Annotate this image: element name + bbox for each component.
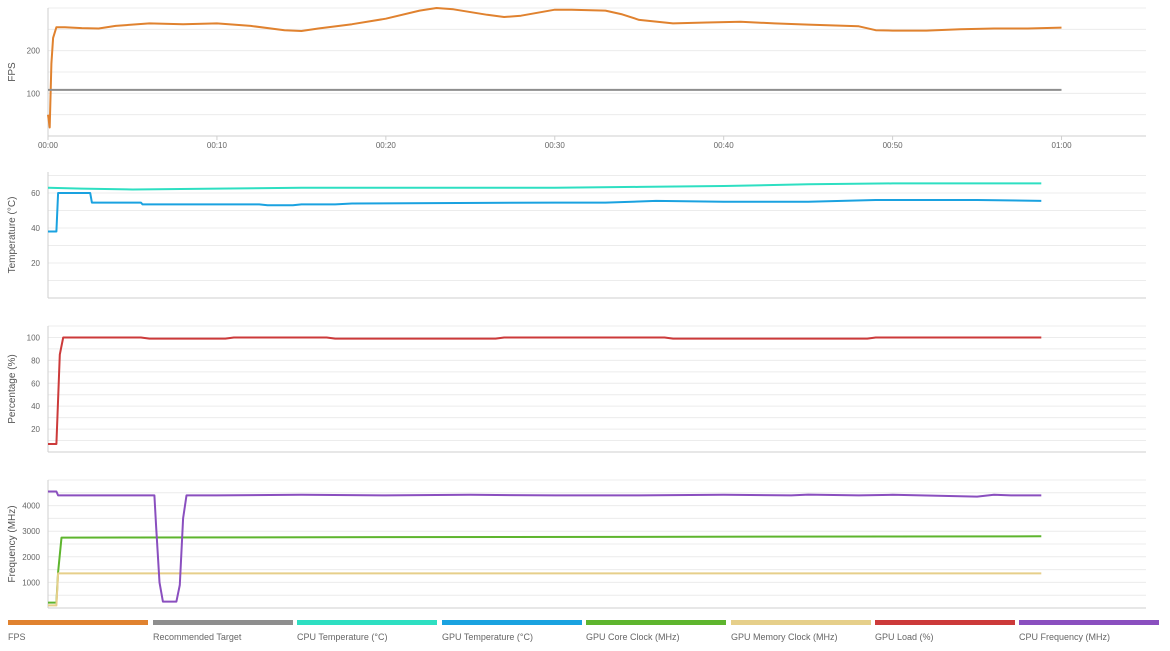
legend-swatch	[586, 620, 726, 625]
legend-swatch	[875, 620, 1015, 625]
charts-area: 100 200 FPS 00:00 00:10 00:20 00:30 00:40 00:50 0…	[7, 7, 1146, 609]
legend-label: GPU Temperature (°C)	[442, 632, 533, 642]
legend-item-gpu-load[interactable]: GPU Load (%)	[875, 620, 1015, 642]
legend-item-cpu-temperature[interactable]: CPU Temperature (°C)	[297, 620, 437, 642]
legend-item-cpu-frequency[interactable]: CPU Frequency (MHz)	[1019, 620, 1159, 642]
x-tick-label: 00:40	[714, 141, 735, 150]
legend-label: GPU Load (%)	[875, 632, 934, 642]
legend-label: GPU Core Clock (MHz)	[586, 632, 680, 642]
y-tick-label: 2000	[22, 553, 40, 562]
legend-swatch	[731, 620, 871, 625]
chart-panel-3: 20 40 60 80 100 Percentage (%)	[7, 325, 1146, 453]
legend-item-gpu-temperature[interactable]: GPU Temperature (°C)	[442, 620, 582, 642]
series-line-gpu-core-clock-mhz	[48, 535, 1042, 604]
x-tick-label: 00:20	[376, 141, 397, 150]
y-tick-label: 100	[27, 89, 41, 98]
y-tick-label: 1000	[22, 578, 40, 587]
chart-panel-4: 1000 2000 3000 4000 Frequency (MHz)	[7, 479, 1146, 609]
legend-item-fps[interactable]: FPS	[8, 620, 148, 642]
x-tick-label: 00:00	[38, 141, 59, 150]
y-tick-label: 40	[31, 402, 40, 411]
legend-swatch	[1019, 620, 1159, 625]
legend-item-recommended-target[interactable]: Recommended Target	[153, 620, 293, 642]
y-tick-label: 40	[31, 224, 40, 233]
legend-label: CPU Temperature (°C)	[297, 632, 388, 642]
y-tick-label: 60	[31, 379, 40, 388]
y-tick-label: 200	[27, 47, 41, 56]
series-line-gpu-load	[48, 336, 1042, 445]
x-tick-label: 00:30	[545, 141, 566, 150]
legend-label: GPU Memory Clock (MHz)	[731, 632, 838, 642]
y-tick-label: 100	[27, 333, 41, 342]
x-tick-label: 01:00	[1052, 141, 1073, 150]
y-axis-title: Percentage (%)	[7, 354, 18, 423]
legend-item-gpu-memory-clock[interactable]: GPU Memory Clock (MHz)	[731, 620, 871, 642]
legend: FPS Recommended Target CPU Temperature (…	[0, 620, 1170, 650]
legend-label: CPU Frequency (MHz)	[1019, 632, 1111, 642]
legend-swatch	[442, 620, 582, 625]
series-line-fps	[47, 7, 1062, 129]
series-line-gpu-memory-clock-mhz	[48, 572, 1042, 607]
y-tick-label: 4000	[22, 502, 40, 511]
y-tick-label: 80	[31, 356, 40, 365]
y-tick-label: 20	[31, 425, 40, 434]
y-axis-title: Temperature (°C)	[7, 197, 18, 274]
legend-swatch	[153, 620, 293, 625]
chart-panel-1: 100 200 FPS 00:00 00:10 00:20 00:30 00:40 00:50 0…	[7, 7, 1146, 150]
series-line-cpu-temperature-c	[47, 182, 1042, 191]
legend-swatch	[297, 620, 437, 625]
chart-panel-2: 20 40 60 Temperature (°C)	[7, 172, 1146, 299]
x-tick-label: 00:10	[207, 141, 228, 150]
y-tick-label: 3000	[22, 527, 40, 536]
legend-label: Recommended Target	[153, 632, 242, 642]
legend-swatch	[8, 620, 148, 625]
series-line-cpu-frequency-mhz	[48, 490, 1042, 603]
x-tick-label: 00:50	[883, 141, 904, 150]
legend-item-gpu-core-clock[interactable]: GPU Core Clock (MHz)	[586, 620, 726, 642]
y-axis-title: FPS	[7, 62, 18, 82]
series-line-gpu-temperature-c	[48, 192, 1042, 233]
y-tick-label: 20	[31, 259, 40, 268]
y-tick-label: 60	[31, 189, 40, 198]
y-axis-title: Frequency (MHz)	[7, 505, 18, 582]
legend-label: FPS	[8, 632, 26, 642]
